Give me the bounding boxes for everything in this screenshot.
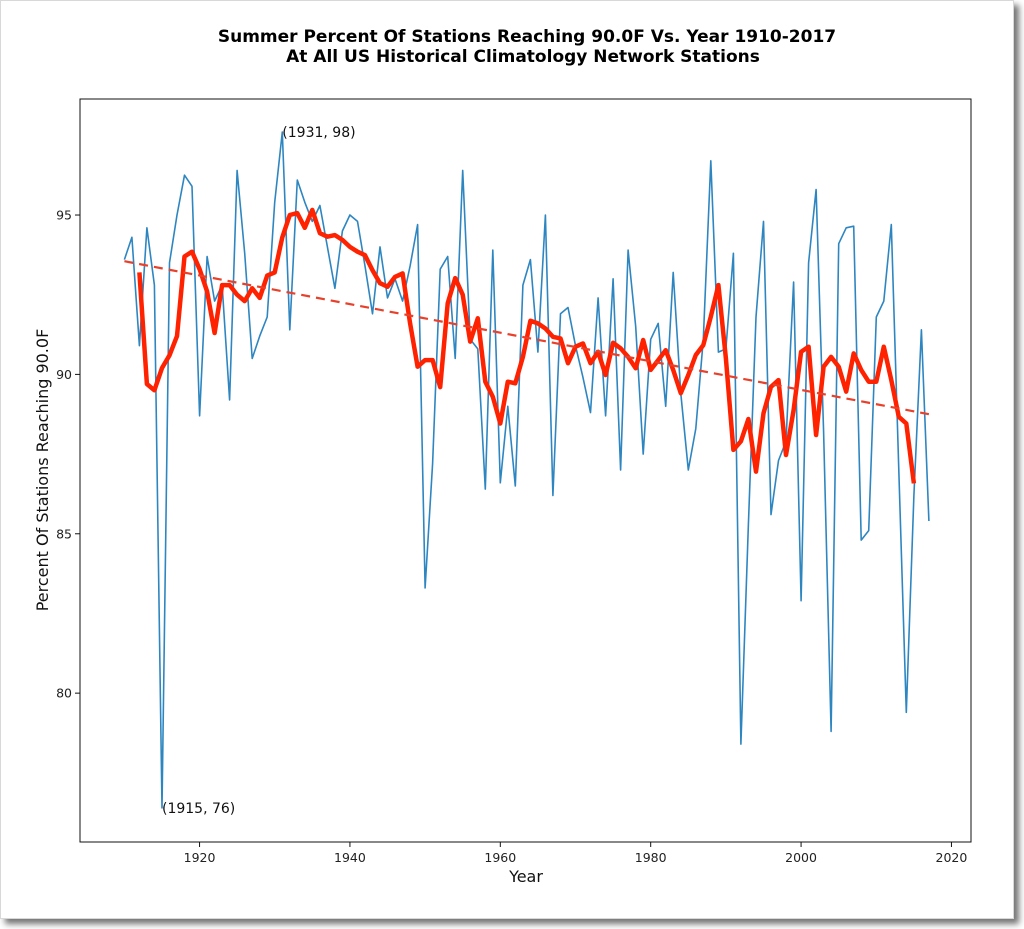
chart-title: Summer Percent Of Stations Reaching 90.0… — [218, 27, 836, 47]
y-tick-label: 95 — [56, 208, 72, 223]
y-axis-label: Percent Of Stations Reaching 90.0F — [33, 329, 52, 612]
y-tick-label: 80 — [56, 686, 72, 701]
x-axis-label: Year — [508, 867, 543, 886]
moving-average-line — [137, 207, 917, 484]
annual-series-line — [123, 131, 930, 809]
x-tick-label: 1940 — [334, 850, 366, 865]
y-axis-ticks: 80 85 90 95 — [56, 208, 80, 701]
y-tick-label: 90 — [56, 367, 72, 382]
annotation-max: (1931, 98) — [282, 125, 355, 141]
x-tick-label: 2000 — [785, 850, 817, 865]
series-layer — [123, 131, 930, 809]
plot-background — [80, 99, 971, 842]
axes-frame — [79, 98, 972, 843]
chart-subtitle: At All US Historical Climatology Network… — [286, 47, 760, 67]
x-tick-label: 1980 — [635, 850, 667, 865]
plot-area — [79, 98, 972, 843]
y-tick-label: 85 — [56, 526, 72, 541]
x-axis-ticks: 1920 1940 1960 1980 2000 2020 — [184, 842, 968, 865]
x-tick-label: 2020 — [936, 850, 968, 865]
x-tick-label: 1960 — [484, 850, 516, 865]
x-tick-label: 1920 — [184, 850, 216, 865]
trend-line — [124, 260, 930, 416]
annotation-min: (1915, 76) — [162, 801, 235, 817]
